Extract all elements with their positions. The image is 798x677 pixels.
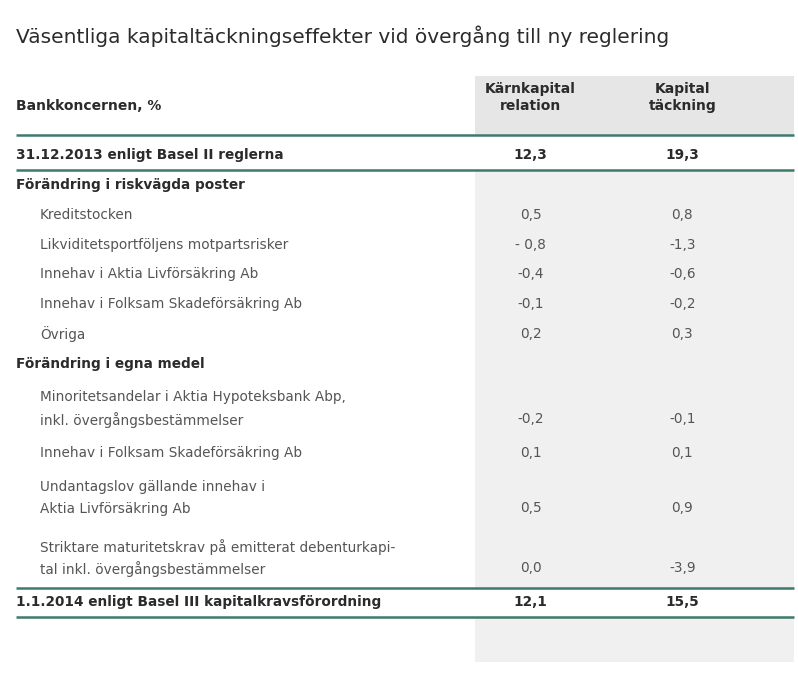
Text: 0,2: 0,2 bbox=[519, 327, 542, 341]
Text: Aktia Livförsäkring Ab: Aktia Livförsäkring Ab bbox=[40, 502, 191, 517]
Text: 0,0: 0,0 bbox=[519, 561, 542, 575]
Bar bbox=[475, 140, 794, 662]
Text: -0,1: -0,1 bbox=[669, 412, 696, 426]
Text: Kärnkapital
relation: Kärnkapital relation bbox=[485, 83, 576, 112]
Text: 19,3: 19,3 bbox=[666, 148, 699, 162]
Text: 0,1: 0,1 bbox=[519, 446, 542, 460]
Text: 0,9: 0,9 bbox=[671, 502, 693, 515]
Text: 0,5: 0,5 bbox=[519, 208, 542, 221]
Text: -1,3: -1,3 bbox=[669, 238, 696, 252]
Text: -0,2: -0,2 bbox=[669, 297, 696, 311]
Text: Minoritetsandelar i Aktia Hypoteksbank Abp,: Minoritetsandelar i Aktia Hypoteksbank A… bbox=[40, 391, 346, 404]
Bar bbox=[475, 76, 794, 135]
Text: Innehav i Folksam Skadeförsäkring Ab: Innehav i Folksam Skadeförsäkring Ab bbox=[40, 446, 302, 460]
Text: Kapital
täckning: Kapital täckning bbox=[649, 83, 716, 112]
Text: 31.12.2013 enligt Basel II reglerna: 31.12.2013 enligt Basel II reglerna bbox=[16, 148, 283, 162]
Text: 0,3: 0,3 bbox=[671, 327, 693, 341]
Text: Förändring i egna medel: Förändring i egna medel bbox=[16, 357, 204, 371]
Text: -0,1: -0,1 bbox=[517, 297, 544, 311]
Text: 1.1.2014 enligt Basel III kapitalkravsförordning: 1.1.2014 enligt Basel III kapitalkravsfö… bbox=[16, 596, 381, 609]
Text: 12,1: 12,1 bbox=[514, 596, 547, 609]
Text: 0,5: 0,5 bbox=[519, 502, 542, 515]
Text: Bankkoncernen, %: Bankkoncernen, % bbox=[16, 99, 161, 112]
Text: tal inkl. övergångsbestämmelser: tal inkl. övergångsbestämmelser bbox=[40, 561, 265, 577]
Text: -0,6: -0,6 bbox=[669, 267, 696, 282]
Text: Kreditstocken: Kreditstocken bbox=[40, 208, 133, 221]
Text: -0,4: -0,4 bbox=[517, 267, 544, 282]
Text: Striktare maturitetskrav på emitterat debenturkapi-: Striktare maturitetskrav på emitterat de… bbox=[40, 538, 395, 554]
Bar bbox=[16, 588, 794, 617]
Text: Förändring i riskvägda poster: Förändring i riskvägda poster bbox=[16, 178, 245, 192]
Text: Innehav i Aktia Livförsäkring Ab: Innehav i Aktia Livförsäkring Ab bbox=[40, 267, 258, 282]
Text: inkl. övergångsbestämmelser: inkl. övergångsbestämmelser bbox=[40, 412, 243, 428]
Text: Innehav i Folksam Skadeförsäkring Ab: Innehav i Folksam Skadeförsäkring Ab bbox=[40, 297, 302, 311]
Text: Övriga: Övriga bbox=[40, 326, 85, 342]
Text: -0,2: -0,2 bbox=[517, 412, 544, 426]
Text: Undantagslov gällande innehav i: Undantagslov gällande innehav i bbox=[40, 480, 265, 494]
Bar bbox=[16, 140, 794, 170]
Text: 12,3: 12,3 bbox=[514, 148, 547, 162]
Text: - 0,8: - 0,8 bbox=[516, 238, 546, 252]
Text: -3,9: -3,9 bbox=[669, 561, 696, 575]
Text: 0,1: 0,1 bbox=[671, 446, 693, 460]
Text: 15,5: 15,5 bbox=[666, 596, 699, 609]
Text: Likviditetsportföljens motpartsrisker: Likviditetsportföljens motpartsrisker bbox=[40, 238, 288, 252]
Text: Väsentliga kapitaltäckningseffekter vid övergång till ny reglering: Väsentliga kapitaltäckningseffekter vid … bbox=[16, 26, 670, 47]
Text: 0,8: 0,8 bbox=[671, 208, 693, 221]
